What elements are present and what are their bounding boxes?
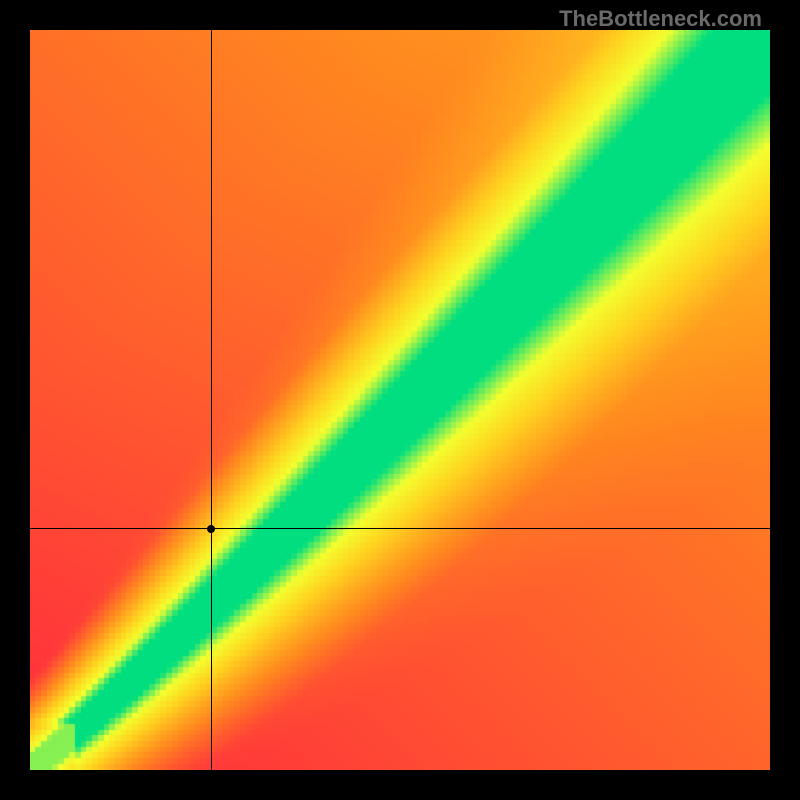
crosshair-vertical bbox=[211, 30, 212, 770]
crosshair-horizontal bbox=[30, 528, 770, 529]
bottleneck-heatmap bbox=[30, 30, 770, 770]
watermark-text: TheBottleneck.com bbox=[559, 6, 762, 32]
chart-frame: TheBottleneck.com bbox=[0, 0, 800, 800]
selection-marker-dot bbox=[207, 525, 215, 533]
